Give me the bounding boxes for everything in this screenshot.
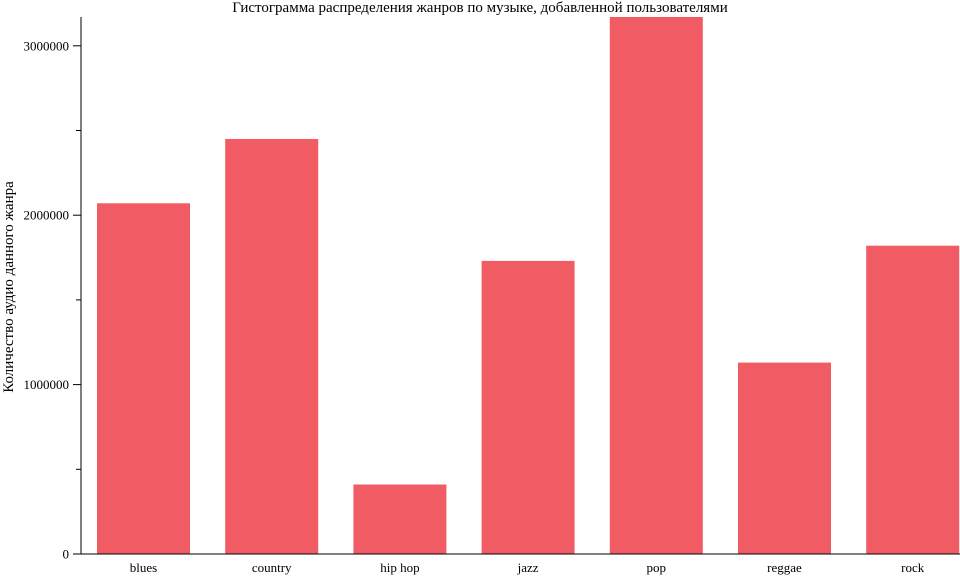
bar-reggae bbox=[738, 362, 831, 554]
x-tick-label-pop: pop bbox=[647, 560, 667, 575]
chart-title: Гистограмма распределения жанров по музы… bbox=[232, 0, 727, 16]
x-tick-label-jazz: jazz bbox=[517, 560, 539, 575]
bar-rock bbox=[866, 245, 960, 554]
y-tick-label: 1000000 bbox=[24, 377, 70, 392]
bar-blues bbox=[97, 203, 190, 555]
y-tick-label: 2000000 bbox=[24, 208, 70, 223]
bar-pop bbox=[609, 17, 703, 554]
y-axis-label: Количество аудио данного жанра bbox=[1, 181, 17, 393]
x-tick-label-reggae: reggae bbox=[767, 560, 802, 575]
x-tick-label-country: country bbox=[252, 560, 292, 575]
x-tick-label-rock: rock bbox=[901, 560, 925, 575]
axes-group: blues country hip hop jazz pop reggae rock 0 100… bbox=[24, 17, 960, 575]
y-tick-label: 3000000 bbox=[24, 38, 70, 53]
bar-hip-hop bbox=[353, 484, 447, 554]
bar-jazz bbox=[481, 260, 575, 554]
y-tick-label: 0 bbox=[63, 547, 70, 562]
x-tick-label-blues: blues bbox=[130, 560, 157, 575]
bar-country bbox=[225, 139, 319, 554]
bars-group bbox=[97, 17, 960, 555]
x-tick-label-hip-hop: hip hop bbox=[380, 560, 419, 575]
